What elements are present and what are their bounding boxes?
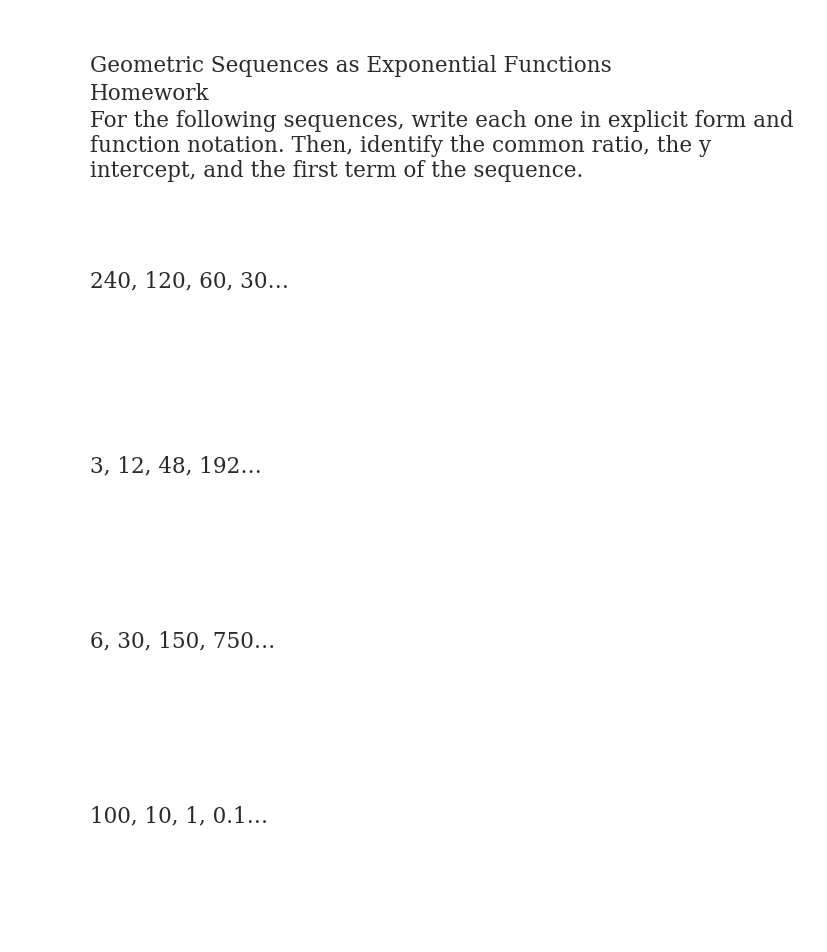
- Text: 100, 10, 1, 0.1…: 100, 10, 1, 0.1…: [90, 804, 268, 826]
- Text: function notation. Then, identify the common ratio, the y: function notation. Then, identify the co…: [90, 135, 710, 157]
- Text: 3, 12, 48, 192…: 3, 12, 48, 192…: [90, 454, 261, 477]
- Text: 240, 120, 60, 30…: 240, 120, 60, 30…: [90, 269, 289, 291]
- Text: For the following sequences, write each one in explicit form and: For the following sequences, write each …: [90, 109, 792, 132]
- Text: Homework: Homework: [90, 83, 209, 105]
- Text: 6, 30, 150, 750…: 6, 30, 150, 750…: [90, 629, 275, 651]
- Text: Geometric Sequences as Exponential Functions: Geometric Sequences as Exponential Funct…: [90, 55, 611, 77]
- Text: intercept, and the first term of the sequence.: intercept, and the first term of the seq…: [90, 160, 582, 182]
